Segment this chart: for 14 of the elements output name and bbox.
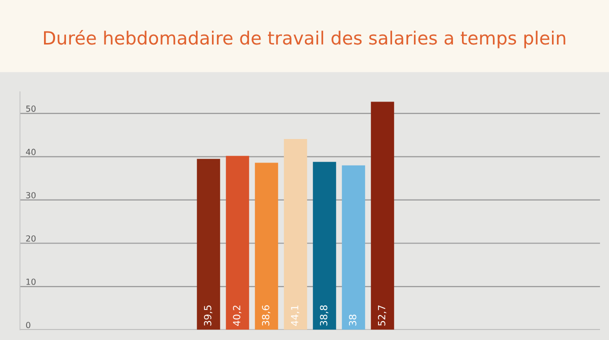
y-tick-label: 50 (26, 106, 36, 112)
y-tick-label: 10 (26, 278, 36, 285)
data-label: 52,7 (378, 306, 386, 326)
data-label: 40,2 (232, 306, 242, 326)
data-label: 38,8 (320, 305, 328, 326)
y-tick-label: 40 (26, 148, 36, 156)
data-label: 44,1 (291, 306, 300, 326)
y-tick-label: 30 (26, 192, 36, 198)
data-label: 38 (348, 314, 356, 326)
data-label: 38,6 (262, 305, 270, 326)
chart-title: Durée hebdomadaire de travail des salaries a temps plein (44, 30, 566, 48)
y-tick-label: 20 (26, 235, 36, 242)
y-tick-label: 0 (26, 322, 30, 328)
data-label: 39,5 (204, 306, 212, 326)
